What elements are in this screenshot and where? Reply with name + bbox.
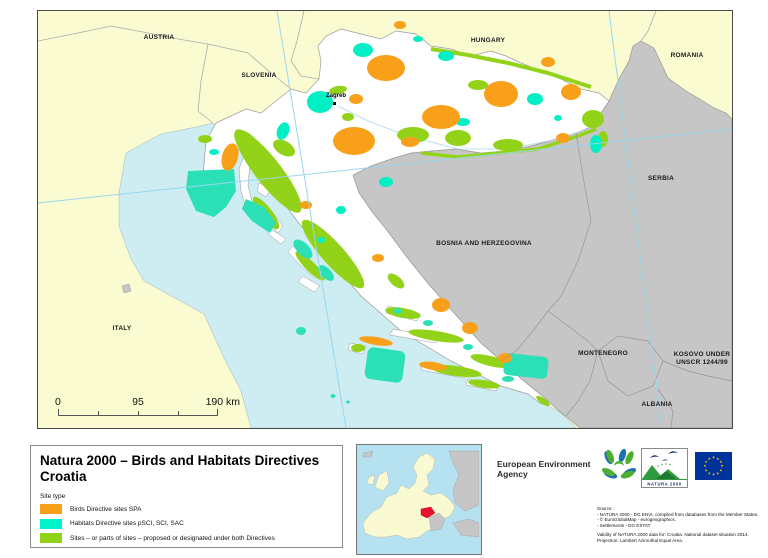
balkan-borders (500, 132, 732, 428)
source-notes: Source : - NATURA 2000 - DG ENVI, compil… (597, 506, 765, 543)
legend-row-both: Sites – or parts of sites – proposed or … (40, 533, 333, 544)
title-legend-box: Natura 2000 – Birds and Habitats Directi… (30, 445, 343, 548)
country-label-montenegro: MONTENEGRO (578, 349, 628, 357)
source-line: - © EuroGlobalMap - eurogeographics. (597, 517, 676, 522)
map-title-line1: Natura 2000 – Birds and Habitats Directi… (40, 453, 320, 468)
europe-inset-canvas (357, 445, 480, 552)
country-label-bosnia: BOSNIA AND HERZEGOVINA (436, 239, 532, 247)
source-line: Projection: Lambert Azimuthal Equal Area… (597, 537, 684, 543)
scale-tick-0: 0 (55, 396, 61, 408)
natura-sites-marine (186, 169, 549, 404)
natura-logo-text: NATURA 2000 (647, 482, 681, 487)
source-line: Source : (597, 506, 615, 511)
kosovo-line2: UNSCR 1244/99 (676, 359, 728, 366)
svg-text:★: ★ (716, 457, 719, 461)
svg-text:★: ★ (708, 472, 711, 476)
eea-logo-icon (601, 447, 637, 490)
graticule-lines (38, 11, 732, 428)
bird-icon (650, 455, 659, 458)
zagreb-city-dot (333, 102, 336, 105)
legend-label-habitats: Habitats Directive sites pSCI, SCI, SAC (70, 520, 184, 528)
country-label-italy: ITALY (112, 324, 132, 332)
legend-swatch-both (40, 533, 62, 544)
map-title-line2: Croatia (40, 469, 87, 485)
country-label-austria: AUSTRIA (143, 33, 175, 41)
svg-text:★: ★ (716, 472, 719, 476)
zagreb-city-label: Zagreb (326, 93, 347, 99)
scale-tick-190: 190 km (205, 396, 240, 408)
country-label-romania: ROMANIA (670, 51, 704, 59)
country-label-hungary: HUNGARY (470, 36, 506, 44)
scale-bar-line (58, 409, 218, 416)
source-line: Validity of NATURA 2000 data for: Croati… (597, 532, 749, 537)
country-label-serbia: SERBIA (647, 174, 675, 182)
natura-sites-habitats (209, 36, 602, 243)
source-line: - Settlements - DG ESTAT (597, 522, 651, 528)
main-map: AUSTRIA SLOVENIA HUNGARY ROMANIA SERBIA … (37, 10, 733, 429)
scale-bar: 0 95 190 km (55, 396, 240, 416)
san-marino-shape (121, 283, 132, 294)
legend-swatch-habitats (40, 518, 62, 529)
bird-icon (668, 451, 678, 454)
map-canvas (38, 11, 732, 428)
eea-agency-label: European Environment Agency (497, 459, 591, 480)
eu-flag-icon: ★ ★ ★ ★ ★ ★ ★ ★ ★ ★ ★ ★ (695, 452, 732, 480)
legend-row-spa: Birds Directive sites SPA (40, 504, 333, 515)
svg-text:★: ★ (719, 460, 722, 464)
legend-label-spa: Birds Directive sites SPA (70, 505, 142, 513)
svg-text:★: ★ (703, 464, 706, 468)
natura-2000-logo: NATURA 2000 (641, 448, 688, 488)
country-label-albania: ALBANIA (641, 400, 673, 408)
svg-text:★: ★ (704, 468, 707, 472)
svg-text:★: ★ (708, 457, 711, 461)
legend-label-both: Sites – or parts of sites – proposed or … (70, 534, 275, 542)
country-label-kosovo: KOSOVO UNDER UNSCR 1244/99 (674, 351, 730, 367)
svg-text:★: ★ (704, 460, 707, 464)
svg-text:★: ★ (712, 456, 715, 460)
svg-text:★: ★ (719, 468, 722, 472)
kosovo-line1: KOSOVO UNDER (673, 350, 731, 358)
legend-swatch-spa (40, 504, 62, 515)
scale-tick-95: 95 (132, 396, 144, 408)
svg-text:★: ★ (720, 464, 723, 468)
bird-icon (662, 459, 668, 461)
svg-text:★: ★ (712, 473, 715, 477)
legend-heading: Site type (40, 492, 66, 500)
eu-borders (38, 11, 657, 124)
croatia-highlight (420, 506, 436, 519)
map-title: Natura 2000 – Birds and Habitats Directi… (40, 453, 333, 486)
natura-sites-both-directives (198, 47, 608, 407)
country-label-slovenia: SLOVENIA (241, 71, 277, 79)
legend-row-habitats: Habitats Directive sites pSCI, SCI, SAC (40, 518, 333, 529)
source-line: - NATURA 2000 - DG ENVI, compiled from d… (597, 511, 759, 517)
europe-inset-map (356, 444, 482, 555)
